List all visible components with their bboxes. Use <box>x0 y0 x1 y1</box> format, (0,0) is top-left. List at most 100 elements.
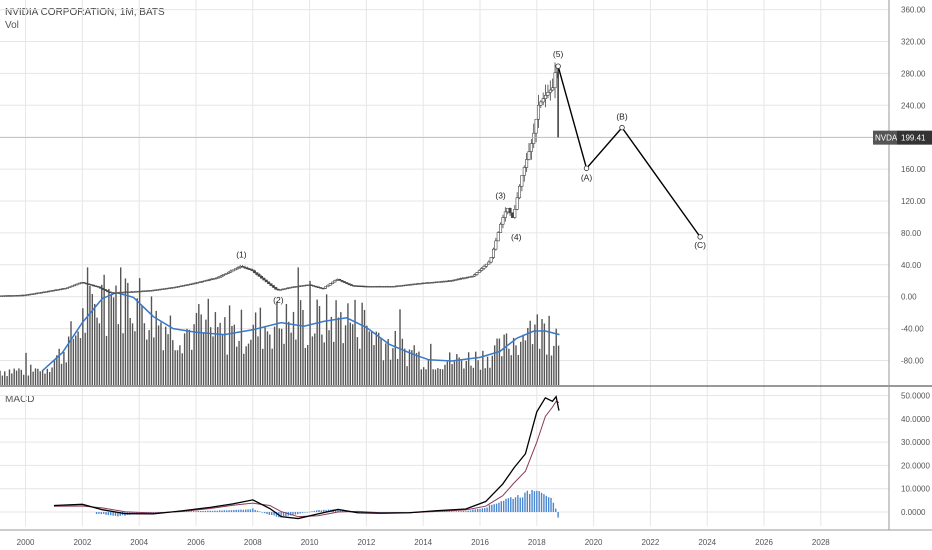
histogram-bar <box>327 509 330 513</box>
candle-body <box>110 292 114 294</box>
volume-bar <box>22 374 25 385</box>
candle-body <box>65 287 69 289</box>
wave-label: (A) <box>581 172 593 182</box>
candle-body <box>260 276 264 279</box>
candle-body <box>323 286 327 289</box>
candle-body <box>397 285 401 287</box>
volume-bar <box>517 355 520 385</box>
candle-body <box>458 278 462 280</box>
volume-bar <box>465 361 467 385</box>
y-tick-label: 0.00 <box>901 293 917 302</box>
volume-bar <box>82 308 84 385</box>
volume-bar <box>65 362 67 385</box>
y-tick-label: 160.00 <box>901 165 926 174</box>
candle-body <box>406 284 410 286</box>
histogram-bar <box>507 498 510 513</box>
candle-body <box>243 266 247 269</box>
volume-bar <box>496 338 498 385</box>
candle-body <box>103 289 107 291</box>
candle-body <box>380 286 384 288</box>
volume-bar <box>98 323 101 385</box>
histogram-bar <box>202 510 204 513</box>
histogram-bar <box>502 500 505 513</box>
candle-body <box>316 286 320 288</box>
histogram-bar <box>557 512 559 518</box>
volume-bar <box>512 337 515 385</box>
volume-bar <box>44 373 46 385</box>
x-tick-label: 2014 <box>414 538 432 547</box>
candle-body <box>217 276 221 279</box>
x-tick-label: 2026 <box>755 538 773 547</box>
candle-body <box>4 295 8 297</box>
volume-bar <box>150 296 153 385</box>
volume-bar <box>491 355 494 385</box>
candle-body <box>340 280 344 282</box>
volume-bar <box>538 348 541 385</box>
candle-body <box>499 223 503 233</box>
volume-bar <box>408 349 411 385</box>
volume-bar <box>321 334 323 385</box>
volume-bar <box>553 345 555 385</box>
volume-bar <box>314 333 316 385</box>
candle-body <box>122 291 126 294</box>
histogram-bar <box>185 511 188 513</box>
histogram-bar <box>545 495 547 513</box>
histogram-bar <box>138 512 140 514</box>
volume-bar <box>276 301 278 385</box>
candle-body <box>515 197 519 210</box>
histogram-bar <box>308 511 311 513</box>
histogram-bar <box>486 507 488 513</box>
candle-body <box>267 281 271 285</box>
volume-bar <box>157 325 160 385</box>
histogram-bar <box>223 510 226 513</box>
volume-bar <box>84 332 86 385</box>
candle-body <box>513 209 517 218</box>
candle-body <box>189 283 193 286</box>
volume-bar <box>108 288 110 385</box>
histogram-bar <box>543 494 545 513</box>
candle-body <box>207 279 211 281</box>
candle-body <box>172 286 176 289</box>
volume-bar <box>13 368 15 385</box>
y-tick-label: 360.00 <box>901 6 926 15</box>
histogram-bar <box>446 511 448 513</box>
volume-bar <box>486 356 489 385</box>
candle-body <box>35 292 39 295</box>
volume-bar <box>49 372 51 385</box>
volume-bar <box>550 355 553 385</box>
candle-body <box>349 284 353 286</box>
candle-body <box>30 293 34 295</box>
volume-bar <box>449 352 451 385</box>
candle-body <box>18 294 22 297</box>
volume-bar <box>399 309 401 385</box>
candle-body <box>222 274 226 276</box>
volume-bar <box>37 368 39 385</box>
volume-bar <box>124 278 127 385</box>
histogram-bar <box>443 511 446 513</box>
volume-bar <box>479 369 482 385</box>
volume-bar <box>91 294 94 385</box>
candle-body <box>170 287 174 289</box>
candle-body <box>342 281 346 283</box>
candle-body <box>536 104 540 120</box>
histogram-bar <box>197 510 200 513</box>
candle-body <box>2 295 6 297</box>
candle-body <box>269 283 273 286</box>
volume-bar <box>39 371 41 385</box>
histogram-bar <box>498 502 500 513</box>
candle-body <box>151 289 155 292</box>
volume-bar <box>250 339 252 385</box>
histogram-bar <box>455 511 458 513</box>
x-tick-label: 2028 <box>812 538 830 547</box>
candle-body <box>42 291 46 294</box>
price-tag: NVDA 199.41 <box>873 130 932 145</box>
candle-body <box>106 290 110 293</box>
histogram-bar <box>491 504 493 513</box>
candle-body <box>366 286 370 288</box>
candle-body <box>276 288 280 291</box>
candle-body <box>338 279 342 281</box>
histogram-bar <box>467 510 469 513</box>
candle-body <box>241 266 245 268</box>
